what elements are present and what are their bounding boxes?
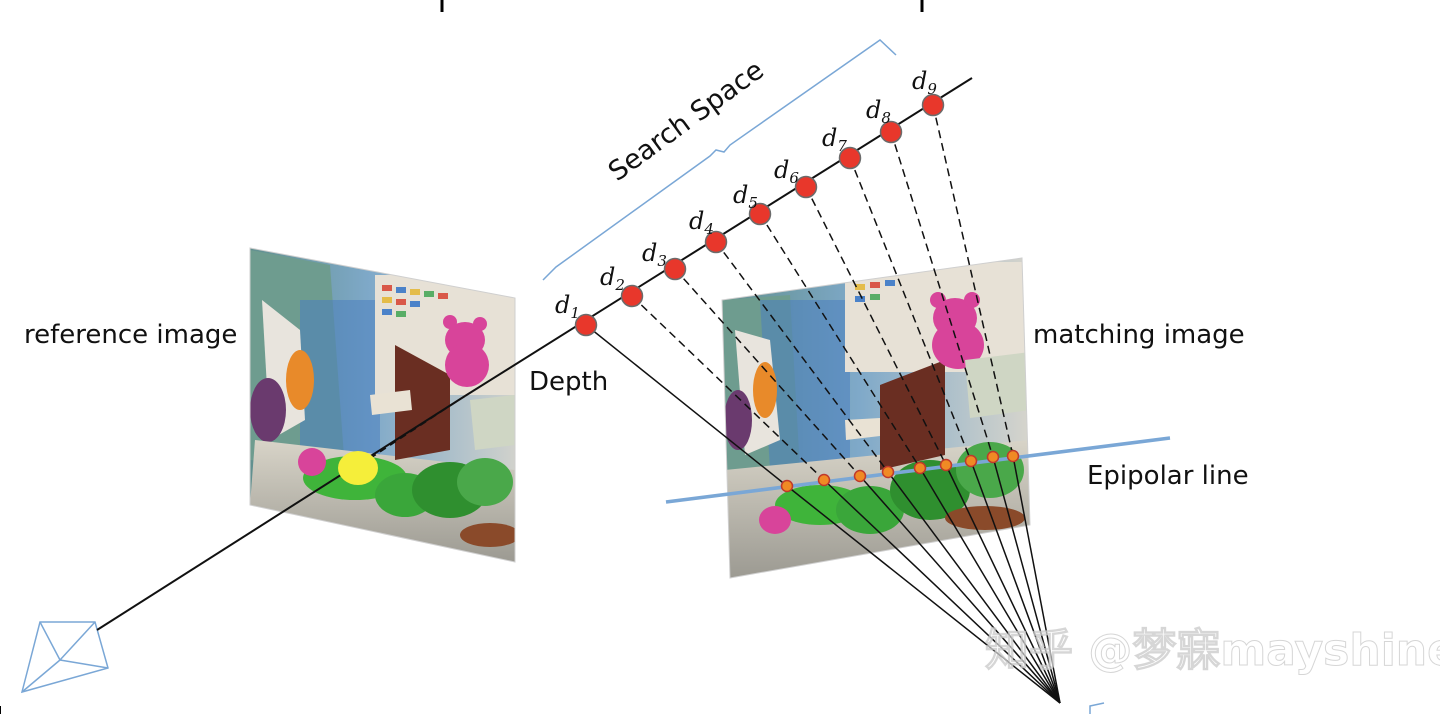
- match-point-d6: [939, 458, 953, 472]
- corner-bracket-right: [1089, 702, 1105, 714]
- matching-image-label: matching image: [1033, 320, 1245, 350]
- depth-point-d1: [574, 313, 598, 337]
- match-point-d8: [986, 450, 1000, 464]
- match-point-d3: [853, 469, 867, 483]
- depth-label-d4: d4: [689, 207, 714, 238]
- depth-labels: d1 d2 d3 d4 d5 d6 d7 d8 d9: [555, 67, 937, 322]
- depth-label-d9: d9: [912, 67, 937, 98]
- projection-ray-d1: [585, 324, 788, 487]
- depth-point-d9: [921, 93, 945, 117]
- projection-ray-d4: [715, 241, 889, 473]
- search-space-bracket: [542, 39, 897, 281]
- reference-ray-through-image: [359, 395, 466, 466]
- projection-ray-d2: [631, 295, 825, 481]
- reference-camera-icon: [20, 621, 109, 694]
- camera-ray-d9: [1012, 455, 1061, 704]
- camera-ray-d6: [945, 464, 1061, 704]
- depth-point-d2: [620, 284, 644, 308]
- epipolar-line-label: Epipolar line: [1087, 461, 1249, 491]
- reference-ray-back: [96, 395, 466, 631]
- camera-ray-d1: [786, 485, 1061, 704]
- camera-ray-d7: [970, 460, 1061, 704]
- matching-image-frame: [721, 257, 1031, 579]
- depth-points: [574, 93, 945, 337]
- depth-point-d5: [748, 202, 772, 226]
- camera-ray-d8: [992, 456, 1061, 704]
- depth-label-d2: d2: [600, 263, 625, 294]
- match-point-d5: [913, 461, 927, 475]
- depth-label: Depth: [529, 367, 608, 397]
- depth-point-d7: [838, 146, 862, 170]
- projection-ray-d3: [674, 268, 861, 477]
- camera-ray-d5: [919, 467, 1061, 704]
- projection-ray-d7: [849, 157, 972, 462]
- depth-point-d3: [663, 257, 687, 281]
- depth-label-d6: d6: [774, 156, 799, 187]
- reference-image-frame: [249, 247, 516, 563]
- match-point-d4: [881, 465, 895, 479]
- depth-label-d1: d1: [555, 291, 580, 322]
- watermark: 知乎 @梦寐mayshine: [985, 625, 1440, 676]
- reference-pixel: [338, 451, 378, 485]
- depth-point-d6: [794, 175, 818, 199]
- depth-label-d3: d3: [642, 239, 667, 270]
- depth-point-d4: [704, 230, 728, 254]
- match-point-d7: [964, 454, 978, 468]
- projection-ray-d8: [890, 131, 994, 458]
- depth-label-d5: d5: [733, 181, 758, 212]
- match-point-d2: [817, 473, 831, 487]
- match-point-d9: [1006, 449, 1020, 463]
- reference-image-label: reference image: [24, 320, 237, 350]
- projection-lines: [585, 104, 1061, 704]
- camera-ray-d2: [823, 479, 1061, 704]
- projection-ray-d9: [932, 104, 1014, 457]
- search-space-label: Search Space: [603, 55, 770, 188]
- depth-point-d8: [879, 120, 903, 144]
- match-points: [780, 449, 1020, 493]
- camera-ray-d3: [859, 475, 1061, 704]
- match-point-d1: [780, 479, 794, 493]
- depth-label-d7: d7: [822, 124, 847, 155]
- reference-image-photo: [250, 248, 515, 562]
- camera-ray-d4: [887, 471, 1061, 704]
- projection-ray-d5: [759, 213, 921, 469]
- matching-image-photo: [722, 258, 1030, 578]
- depth-label-d8: d8: [866, 96, 891, 127]
